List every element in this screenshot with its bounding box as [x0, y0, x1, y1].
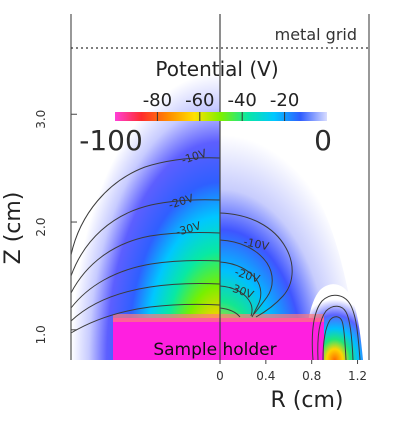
right-contour-5 [219, 307, 241, 318]
right-contour-6 [311, 294, 361, 361]
colorbar-max-label: 0 [314, 124, 332, 157]
left-contour-2 [70, 199, 221, 277]
right-contour-4 [219, 285, 253, 317]
y-tick-label: 3.0 [34, 110, 48, 129]
right-contour-2 [219, 239, 273, 315]
colorbar-tick-label: -40 [227, 90, 256, 111]
metal-grid-label: metal grid [275, 25, 357, 44]
x-tick-label: 0 [216, 369, 224, 383]
colorbar: -80 -60 -40 -20 [115, 90, 327, 121]
left-contour-3 [70, 231, 221, 294]
left-contour-1 [70, 157, 221, 256]
sample-holder-block [113, 318, 324, 360]
right-contour-3 [219, 261, 262, 318]
colorbar-tick-label: -20 [270, 90, 299, 111]
right-contour-label-10v: -10V [242, 235, 270, 253]
y-axis: 1.0 2.0 3.0 [34, 110, 77, 344]
sample-holder-shadow [113, 314, 324, 322]
colorbar-tick-label: -80 [143, 90, 172, 111]
x-tick-label: 0.4 [256, 369, 275, 383]
colorbar-bar [115, 112, 327, 121]
y-axis-label: Z (cm) [1, 192, 26, 265]
plot-area: 1.0 2.0 3.0 0 0.4 0.8 1.2 -80 -60 -40 -20 metal … [1, 14, 370, 413]
right-contour-7 [317, 305, 354, 361]
x-tick-label: 1.2 [348, 369, 367, 383]
chart-title: Potential (V) [155, 57, 278, 81]
left-contour-6 [70, 303, 221, 334]
right-contour-8 [322, 316, 347, 361]
x-axis: 0 0.4 0.8 1.2 [216, 360, 367, 383]
colorbar-min-label: -100 [79, 124, 143, 157]
y-tick-label: 2.0 [34, 217, 48, 236]
left-contour-5 [70, 282, 221, 322]
x-tick-label: 0.8 [302, 369, 321, 383]
x-axis-label: R (cm) [271, 388, 344, 413]
left-contour-4 [70, 259, 221, 309]
left-potential-field [71, 73, 220, 360]
right-contour-1 [219, 212, 293, 318]
y-tick-label: 1.0 [34, 325, 48, 344]
colorbar-tick-label: -60 [185, 90, 214, 111]
sample-holder-label: Sample holder [153, 340, 276, 360]
